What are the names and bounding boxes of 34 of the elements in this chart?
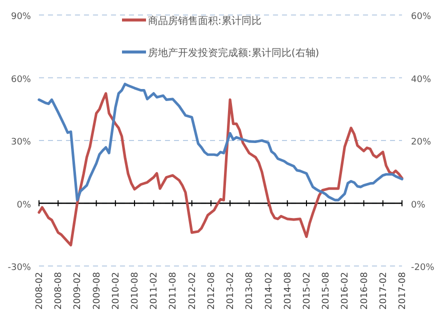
x-tick-label: 2015-08 — [322, 272, 332, 310]
x-tick-label: 2012-08 — [206, 272, 217, 310]
line-series — [38, 82, 404, 202]
x-tick-label: 2014-08 — [283, 272, 294, 310]
x-tick-label: 2011-02 — [150, 272, 160, 310]
y-tick-label: -30% — [8, 263, 32, 273]
x-tick-label: 2017-08 — [398, 272, 408, 310]
y-tick-label: 0% — [16, 200, 32, 210]
y2-tick-label: -20% — [411, 263, 435, 273]
x-tick-label: 2013-08 — [245, 272, 256, 310]
x-tick-label: 2011-08 — [168, 272, 179, 310]
y2-tick-label: 60% — [411, 12, 432, 22]
x-tick-label: 2015-02 — [302, 272, 312, 310]
x-tick-label: 2012-02 — [188, 272, 198, 310]
legend-label: 商品房销售面积:累计同比 — [148, 15, 262, 27]
x-tick-label: 2009-08 — [92, 272, 102, 310]
x-tick-label: 2013-02 — [226, 272, 236, 310]
y2-tick-label: 0% — [411, 200, 426, 210]
x-tick-label: 2014-02 — [264, 272, 274, 310]
line-series — [38, 92, 404, 246]
y2-tick-label: 40% — [411, 74, 432, 85]
y-tick-label: 60% — [10, 74, 32, 85]
x-tick-label: 2009-02 — [73, 272, 84, 310]
y-tick-label: 30% — [10, 138, 32, 148]
x-tick-label: 2016-02 — [340, 272, 351, 310]
y2-tick-label: 20% — [411, 138, 432, 148]
x-tick-label: 2008-02 — [35, 272, 45, 310]
y-tick-label: 90% — [10, 12, 32, 22]
x-tick-label: 2010-02 — [111, 272, 122, 310]
x-tick-label: 2010-08 — [130, 272, 141, 310]
x-tick-label: 2016-08 — [360, 272, 370, 310]
legend-label: 房地产开发投资完成额:累计同比(右轴) — [148, 47, 320, 59]
x-tick-label: 2017-02 — [378, 272, 389, 310]
x-tick-label: 2008-08 — [54, 272, 64, 310]
